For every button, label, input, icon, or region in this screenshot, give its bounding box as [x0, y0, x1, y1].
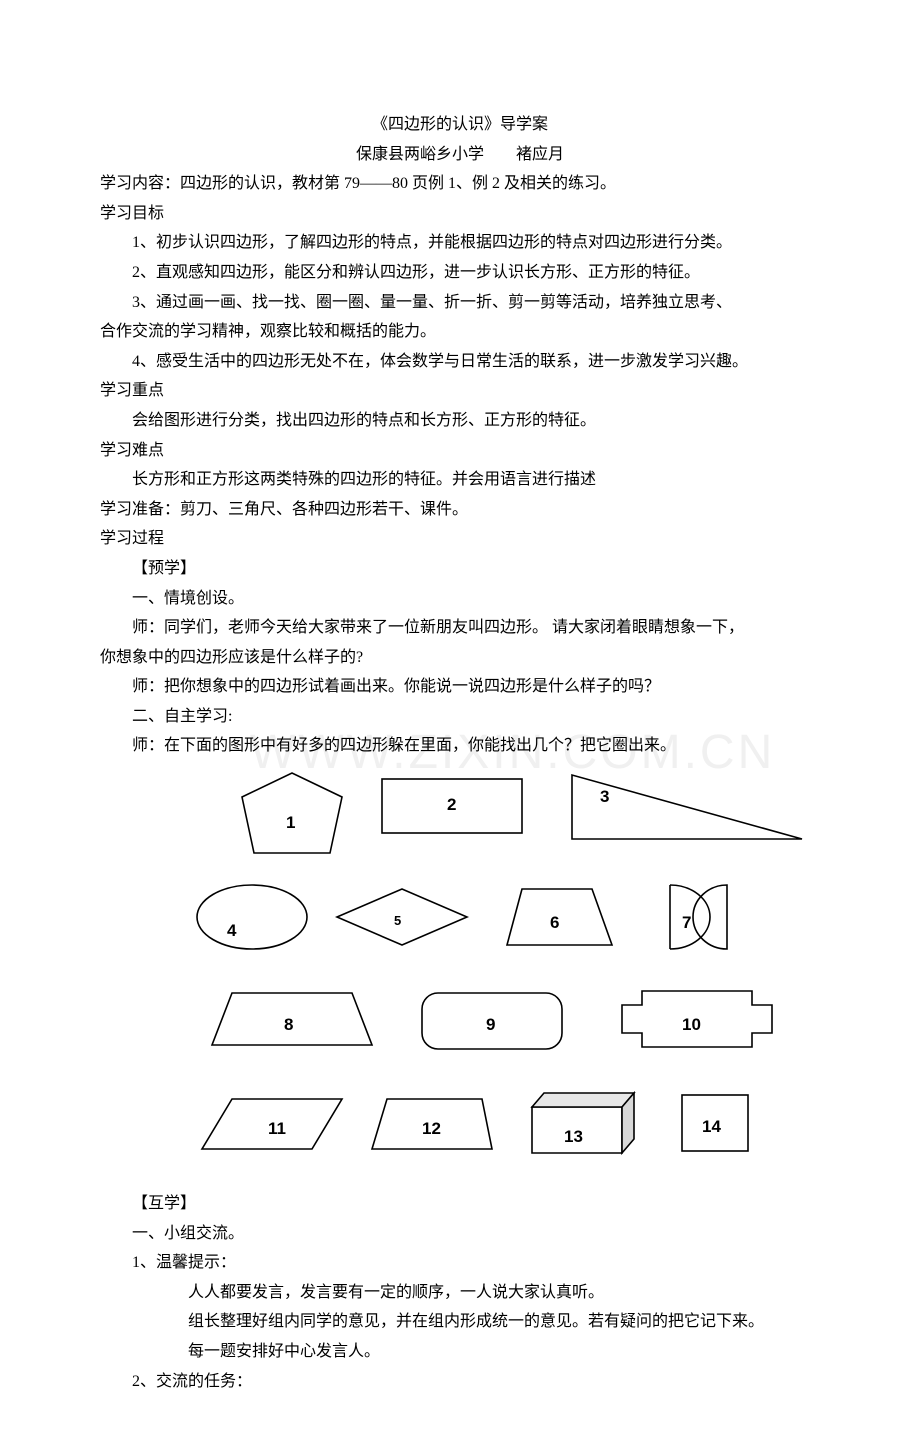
task-heading: 2、交流的任务： [100, 1367, 820, 1397]
shape-row-1: 1 2 3 [172, 767, 812, 863]
doc-subtitle: 保康县两峪乡小学 褚应月 [100, 140, 820, 170]
goal-4: 4、感受生活中的四边形无处不在，体会数学与日常生活的联系，进一步激发学习兴趣。 [100, 347, 820, 377]
shape-label-2: 2 [447, 789, 456, 820]
difficulty-text: 长方形和正方形这两类特殊的四边形的特征。并会用语言进行描述 [100, 465, 820, 495]
content-line: 学习内容：四边形的认识，教材第 79——80 页例 1、例 2 及相关的练习。 [100, 169, 820, 199]
goals-heading: 学习目标 [100, 199, 820, 229]
tip-heading: 1、温馨提示： [100, 1248, 820, 1278]
tip-1: 人人都要发言，发言要有一定的顺序，一人说大家认真听。 [100, 1278, 820, 1308]
shape-label-7: 7 [682, 907, 691, 938]
shapes-svg-row2 [172, 877, 812, 957]
shape-label-9: 9 [486, 1009, 495, 1040]
shape-label-14: 14 [702, 1111, 721, 1142]
goal-3b: 合作交流的学习精神，观察比较和概括的能力。 [100, 317, 820, 347]
sec2-heading: 二、自主学习: [100, 702, 820, 732]
goal-1: 1、初步认识四边形，了解四边形的特点，并能根据四边形的特点对四边形进行分类。 [100, 228, 820, 258]
shape-row-4: 11 12 13 14 [172, 1085, 812, 1175]
shape-label-1: 1 [286, 807, 295, 838]
shapes-diagram: 1 2 3 4 5 6 7 [172, 767, 812, 1175]
doc-title: 《四边形的认识》导学案 [100, 110, 820, 140]
shape-label-5: 5 [394, 909, 401, 933]
shape-label-8: 8 [284, 1009, 293, 1040]
shape-row-2: 4 5 6 7 [172, 877, 812, 967]
shape-label-3: 3 [600, 781, 609, 812]
sec2-line1: 师：在下面的图形中有好多的四边形躲在里面，你能找出几个？把它圈出来。 [100, 731, 820, 761]
shape-cuboid [532, 1093, 634, 1153]
shape-ellipse [197, 885, 307, 949]
preview-heading: 【预学】 [100, 554, 820, 584]
sec1-heading: 一、情境创设。 [100, 584, 820, 614]
sec1-line1a: 师：同学们，老师今天给大家带来了一位新朋友叫四边形。 请大家闭着眼睛想象一下， [100, 613, 820, 643]
shapes-svg-row1 [172, 767, 812, 863]
tip-3: 每一题安排好中心发言人。 [100, 1337, 820, 1367]
difficulty-heading: 学习难点 [100, 436, 820, 466]
shape-label-12: 12 [422, 1113, 441, 1144]
tip-2: 组长整理好组内同学的意见，并在组内形成统一的意见。若有疑问的把它记下来。 [100, 1307, 820, 1337]
prep-line: 学习准备：剪刀、三角尺、各种四边形若干、课件。 [100, 495, 820, 525]
group-heading: 一、小组交流。 [100, 1219, 820, 1249]
interact-heading: 【互学】 [100, 1189, 820, 1219]
shape-label-4: 4 [227, 915, 236, 946]
process-heading: 学习过程 [100, 524, 820, 554]
shape-row-3: 8 9 10 [172, 981, 812, 1071]
goal-2: 2、直观感知四边形，能区分和辨认四边形，进一步认识长方形、正方形的特征。 [100, 258, 820, 288]
shape-right-trapezoid [507, 889, 612, 945]
shape-label-6: 6 [550, 907, 559, 938]
sec1-line2: 师：把你想象中的四边形试着画出来。你能说一说四边形是什么样子的吗？ [100, 672, 820, 702]
shape-rhombus [337, 889, 467, 945]
shape-label-11: 11 [268, 1113, 286, 1144]
document-page: 《四边形的认识》导学案 保康县两峪乡小学 褚应月 学习内容：四边形的认识，教材第… [0, 0, 920, 1456]
shape-label-10: 10 [682, 1009, 701, 1040]
keypoint-text: 会给图形进行分类，找出四边形的特点和长方形、正方形的特征。 [100, 406, 820, 436]
goal-3a: 3、通过画一画、找一找、圈一圈、量一量、折一折、剪一剪等活动，培养独立思考、 [100, 288, 820, 318]
sec1-line1b: 你想象中的四边形应该是什么样子的? [100, 643, 820, 673]
keypoint-heading: 学习重点 [100, 376, 820, 406]
shape-label-13: 13 [564, 1121, 583, 1152]
